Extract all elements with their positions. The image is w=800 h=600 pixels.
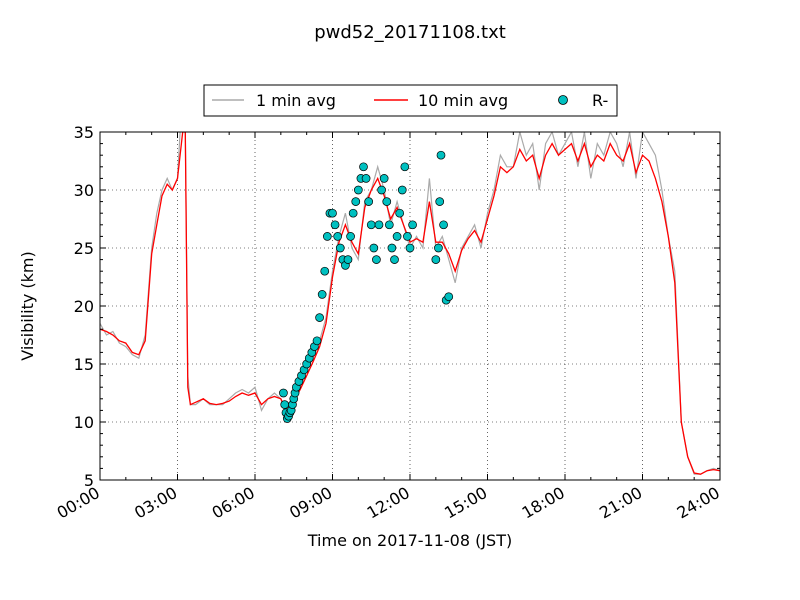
x-tick-label: 15:00 [441, 483, 490, 523]
x-tick-label: 12:00 [364, 483, 413, 523]
legend-marker-r-minus [558, 95, 568, 105]
r-minus-point [279, 388, 288, 398]
r-minus-point [333, 232, 343, 241]
series-line-10min-avg [100, 132, 720, 475]
r-minus-point [359, 162, 368, 172]
y-tick-label: 30 [74, 181, 94, 200]
legend-label-1min: 1 min avg [256, 91, 336, 110]
r-minus-point [322, 232, 332, 241]
y-axis-label: Visibility (km) [18, 251, 37, 360]
grid [100, 132, 720, 480]
r-minus-point [397, 185, 407, 195]
r-minus-point [312, 336, 322, 346]
r-minus-point [434, 243, 443, 253]
r-minus-point [387, 243, 397, 253]
legend-label-r-minus: R- [592, 91, 608, 110]
r-minus-point [403, 232, 412, 241]
x-tick-label: 09:00 [286, 483, 335, 523]
legend: 1 min avg 10 min avg R- [203, 84, 618, 117]
r-minus-point [317, 290, 327, 299]
r-minus-point [280, 400, 290, 409]
r-minus-point [320, 266, 330, 276]
r-minus-point [377, 185, 386, 195]
y-tick-label: 15 [74, 355, 94, 374]
r-minus-point [408, 220, 417, 230]
r-minus-point [330, 220, 340, 230]
r-minus-point [351, 197, 361, 206]
r-minus-point [390, 255, 399, 264]
r-minus-point [328, 208, 337, 218]
x-tick-label: 06:00 [209, 483, 258, 523]
r-minus-point [315, 313, 324, 322]
r-minus-point [364, 197, 374, 206]
legend-label-10min: 10 min avg [418, 91, 508, 110]
r-minus-point [346, 232, 355, 241]
y-tick-label: 20 [74, 297, 94, 316]
x-tick-label: 00:00 [54, 483, 103, 523]
y-tick-label: 5 [84, 471, 94, 490]
x-tick-label: 24:00 [674, 483, 723, 523]
r-minus-point [369, 243, 379, 253]
x-axis-label: Time on 2017-11-08 (JST) [307, 531, 512, 550]
y-tick-label: 10 [74, 413, 94, 432]
r-minus-point [382, 197, 392, 206]
r-minus-point [335, 243, 345, 253]
x-tick-label: 18:00 [519, 483, 568, 523]
r-minus-point [436, 150, 446, 160]
r-minus-point [444, 292, 454, 302]
r-minus-point [431, 255, 441, 264]
x-tick-labels: 00:00 03:00 06:00 09:00 12:00 15:00 18:00 21:00… [54, 483, 723, 523]
r-minus-point [353, 185, 363, 195]
r-minus-point [439, 220, 448, 230]
plot-area [99, 131, 721, 481]
r-minus-point [405, 243, 415, 253]
chart-title: pwd52_20171108.txt [314, 22, 506, 43]
y-tick-label: 25 [74, 239, 94, 258]
r-minus-point [372, 255, 381, 264]
r-minus-point [379, 174, 389, 183]
r-minus-point [366, 220, 376, 230]
r-minus-point [400, 162, 410, 172]
r-minus-point [361, 174, 371, 183]
r-minus-point [374, 220, 384, 230]
x-tick-label: 21:00 [596, 483, 645, 523]
r-minus-point [343, 255, 353, 264]
r-minus-point [435, 197, 445, 206]
r-minus-point [392, 232, 402, 241]
y-tick-labels: 5 10 15 20 25 30 35 [74, 123, 94, 490]
legend-box [203, 84, 618, 117]
series-layer [100, 132, 720, 475]
y-tick-label: 35 [74, 123, 94, 142]
r-minus-point [384, 220, 394, 230]
x-tick-label: 03:00 [131, 483, 180, 523]
axis-ticks [99, 131, 721, 481]
r-minus-point [395, 208, 405, 218]
r-minus-point [348, 208, 358, 218]
